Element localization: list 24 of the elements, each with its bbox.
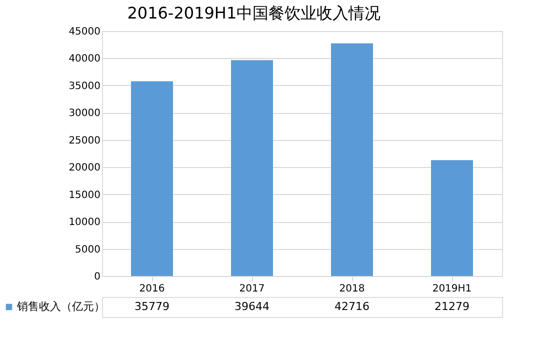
y-tick-label: 25000 xyxy=(68,135,100,146)
y-tick-label: 30000 xyxy=(68,108,100,120)
data-label: 21279 xyxy=(434,300,470,313)
bar xyxy=(331,43,373,276)
y-tick-label: 45000 xyxy=(68,26,100,38)
y-tick-label: 35000 xyxy=(68,80,100,92)
y-tick-label: 40000 xyxy=(68,54,100,65)
chart-title: 2016-2019H1中国餐饮业收入情况 xyxy=(127,4,381,22)
x-tick-label: 2017 xyxy=(239,284,265,294)
bar xyxy=(231,60,273,276)
x-tick-label: 2016 xyxy=(139,284,165,294)
y-tick-label: 0 xyxy=(94,272,100,282)
bar xyxy=(131,81,173,276)
y-tick-label: 15000 xyxy=(68,190,100,201)
x-tick-label: 2019H1 xyxy=(432,284,472,294)
y-tick-label: 10000 xyxy=(68,217,100,228)
x-tick-label: 2018 xyxy=(339,284,365,294)
data-label: 39644 xyxy=(234,300,270,313)
data-label: 35779 xyxy=(134,300,170,313)
y-tick-label: 20000 xyxy=(68,162,100,174)
bar xyxy=(431,160,473,276)
data-label: 42716 xyxy=(334,300,370,313)
y-tick-label: 5000 xyxy=(75,244,100,256)
legend-label: 销售收入（亿元） xyxy=(16,300,105,313)
